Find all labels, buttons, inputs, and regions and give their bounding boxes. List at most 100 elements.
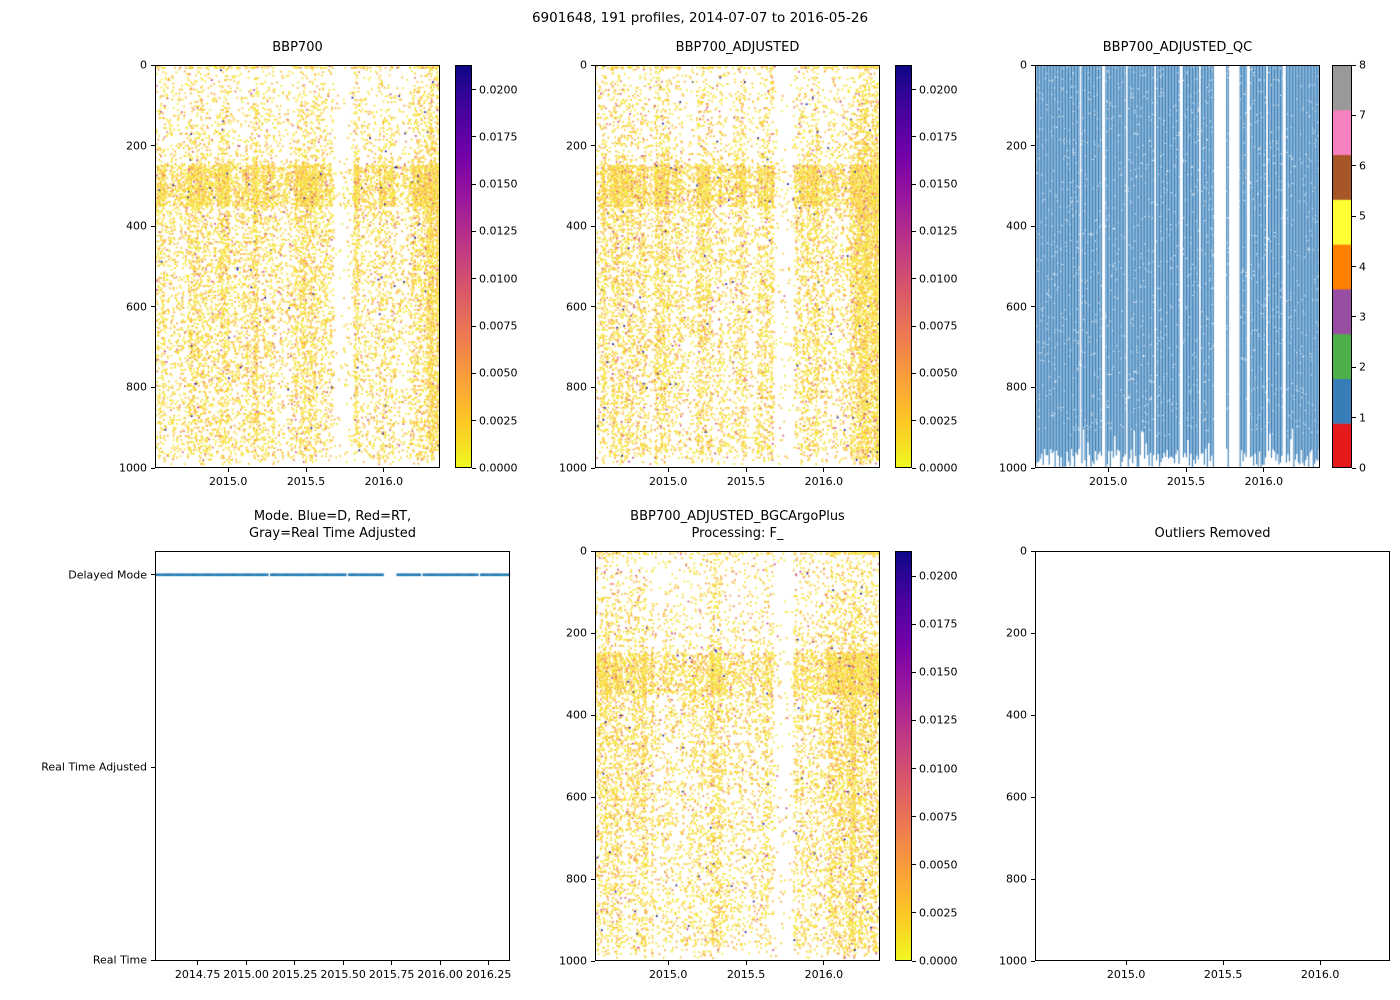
bbp700-cb-tick [472, 325, 476, 327]
bbp700-adjusted-cb-tick [912, 230, 916, 232]
bbp700-adjusted-bgcargoplus-y-tick [591, 796, 595, 798]
mode-x-tick [294, 961, 296, 965]
bbp700-cb-tick [472, 372, 476, 374]
bbp700-y-tick [151, 64, 155, 66]
bbp700-adjusted-qc-cb-tick-label: 5 [1359, 209, 1366, 223]
outliers-removed-y-tick [1031, 878, 1035, 880]
bbp700-adjusted-y-tick [591, 225, 595, 227]
bbp700-adjusted-bgcargoplus-cb-tick [912, 719, 916, 721]
bbp700-adjusted-y-tick-label: 600 [566, 300, 587, 314]
mode-x-tick-label: 2015.75 [368, 968, 415, 981]
bbp700-adjusted-bgcargoplus-y-tick-label: 1000 [559, 954, 587, 968]
bbp700-plot [155, 65, 440, 468]
bbp700-adjusted-qc-y-tick [1031, 145, 1035, 147]
bbp700-adjusted-x-tick-label: 2015.0 [648, 475, 688, 488]
bbp700-adjusted-y-tick-label: 0 [580, 58, 587, 72]
bbp700-adjusted-y-tick-label: 800 [566, 380, 587, 394]
outliers-removed-y-tick-label: 1000 [999, 954, 1027, 968]
bbp700-adjusted-qc-cb-tick [1352, 64, 1356, 66]
bbp700-adjusted-bgcargoplus-cb-tick [912, 575, 916, 577]
bbp700-adjusted-bgcargoplus-cb-tick-label: 0.0000 [919, 954, 958, 968]
bbp700-adjusted-cb-tick-label: 0.0025 [919, 414, 958, 428]
mode-y-tick [151, 959, 155, 961]
bbp700-cb-tick [472, 420, 476, 422]
outliers-removed-y-tick-label: 200 [1006, 626, 1027, 640]
mode-x-tick-label: 2016.00 [417, 968, 463, 981]
bbp700-adjusted-qc-y-tick [1031, 225, 1035, 227]
outliers-removed-plot [1035, 551, 1390, 961]
bbp700-adjusted-bgcargoplus-cb-tick [912, 671, 916, 673]
bbp700-adjusted-bgcargoplus-cb-tick-label: 0.0025 [919, 906, 958, 920]
outliers-removed-y-tick [1031, 714, 1035, 716]
bbp700-x-tick [227, 468, 229, 472]
bbp700-adjusted-bgcargoplus-x-tick [823, 961, 825, 965]
bbp700-adjusted-qc-y-tick-label: 200 [1006, 139, 1027, 153]
bbp700-adjusted-qc-cb-tick [1352, 366, 1356, 368]
bbp700-y-tick-label: 200 [126, 139, 147, 153]
outliers-removed-x-tick [1222, 961, 1224, 965]
bbp700-adjusted-qc-cb-tick-label: 4 [1359, 260, 1366, 273]
bbp700-cb-tick [472, 89, 476, 91]
bbp700-adjusted-qc-plot [1035, 65, 1320, 468]
outliers-removed-x-tick [1125, 961, 1127, 965]
bbp700-adjusted-bgcargoplus-y-tick-label: 0 [580, 544, 587, 558]
bbp700-adjusted-bgcargoplus-cb-tick-label: 0.0175 [919, 617, 958, 631]
bbp700-adjusted-cb-tick-label: 0.0150 [919, 177, 958, 191]
bbp700-adjusted-bgcargoplus-cb-tick [912, 768, 916, 769]
bbp700-adjusted-qc-cb-tick [1352, 316, 1356, 318]
bbp700-adjusted-cb-tick [912, 136, 916, 138]
bbp700-adjusted-bgcargoplus-y-tick-label: 600 [566, 790, 587, 804]
bbp700-adjusted-qc-y-tick-label: 0 [1020, 58, 1027, 72]
outliers-removed-x-tick [1319, 961, 1321, 965]
bbp700-adjusted-cb-tick [912, 325, 916, 327]
bbp700-adjusted-qc-y-tick [1031, 467, 1035, 469]
mode-x-tick-label: 2015.00 [223, 968, 269, 981]
mode-x-tick [391, 961, 393, 965]
bbp700-adjusted-bgcargoplus-y-tick [591, 878, 595, 880]
bbp700-cb-tick-label: 0.0000 [479, 461, 518, 475]
outliers-removed-y-tick [1031, 550, 1035, 552]
bbp700-adjusted-bgcargoplus-x-tick [745, 961, 747, 965]
outliers-removed-y-tick [1031, 632, 1035, 634]
bbp700-x-tick-label: 2016.0 [364, 475, 404, 488]
bbp700-adjusted-cb-tick [912, 467, 916, 469]
outliers-removed-title: Outliers Removed [1154, 526, 1271, 541]
outliers-removed-y-tick [1031, 960, 1035, 962]
bbp700-adjusted-cb-tick [912, 372, 916, 374]
bbp700-adjusted-y-tick [591, 145, 595, 147]
bbp700-adjusted-bgcargoplus-cb-tick [912, 912, 916, 914]
bbp700-y-tick-label: 1000 [119, 461, 147, 475]
outliers-removed-y-tick-label: 600 [1006, 790, 1027, 804]
bbp700-adjusted-qc-x-tick-label: 2015.0 [1088, 475, 1128, 488]
bbp700-adjusted-qc-y-tick-label: 400 [1006, 219, 1027, 233]
mode-x-tick-label: 2014.75 [174, 968, 221, 981]
bbp700-adjusted-bgcargoplus-x-tick [667, 961, 669, 965]
bbp700-y-tick-label: 600 [126, 300, 147, 314]
bbp700-adjusted-bgcargoplus-cb-tick-label: 0.0125 [919, 713, 958, 727]
bbp700-adjusted-title: BBP700_ADJUSTED [675, 40, 800, 55]
bbp700-adjusted-bgcargoplus-cb-tick-label: 0.0075 [919, 810, 958, 824]
bbp700-adjusted-bgcargoplus-y-tick [591, 550, 595, 552]
bbp700-cb-tick-label: 0.0075 [479, 319, 518, 333]
mode-y-tick-label: Real Time [92, 953, 147, 967]
bbp700-adjusted-qc-y-tick-label: 1000 [999, 461, 1027, 475]
bbp700-y-tick [151, 145, 155, 147]
bbp700-adjusted-bgcargoplus-cb-tick-label: 0.0200 [919, 569, 958, 583]
bbp700-adjusted-qc-cb-tick [1352, 417, 1356, 419]
bbp700-adjusted-y-tick [591, 467, 595, 469]
bbp700-adjusted-cb-tick [912, 420, 916, 422]
mode-x-tick-label: 2015.50 [320, 968, 366, 981]
bbp700-cb-tick [472, 230, 476, 232]
bbp700-x-tick-label: 2015.0 [208, 475, 248, 488]
bbp700-x-tick [383, 468, 385, 472]
bbp700-title: BBP700 [272, 40, 323, 55]
bbp700-adjusted-qc-x-tick [1263, 468, 1265, 472]
bbp700-adjusted-qc-cb-tick-label: 8 [1359, 58, 1366, 72]
bbp700-colorbar [455, 65, 472, 468]
bbp700-adjusted-cb-tick-label: 0.0100 [919, 272, 958, 286]
outliers-removed-y-tick-label: 0 [1020, 544, 1027, 558]
bbp700-adjusted-cb-tick-label: 0.0125 [919, 224, 958, 238]
mode-x-tick [488, 961, 490, 965]
bbp700-cb-tick [472, 278, 476, 280]
bbp700-adjusted-qc-cb-tick-label: 0 [1359, 461, 1366, 475]
